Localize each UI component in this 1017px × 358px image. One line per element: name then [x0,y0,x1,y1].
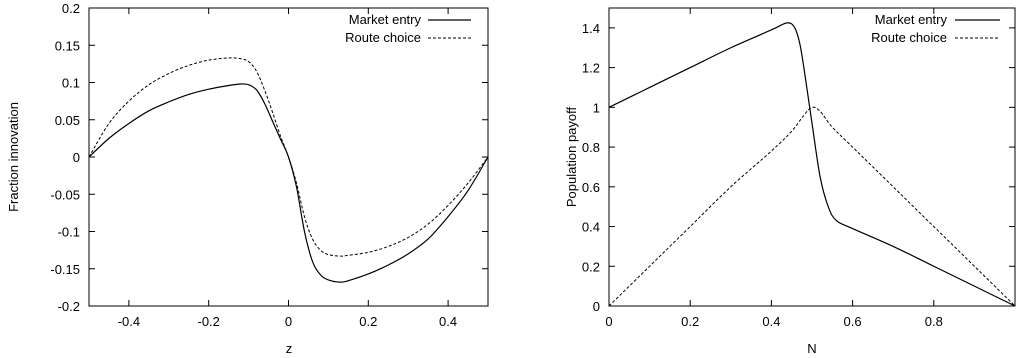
right-x-tick-label: 0.6 [844,314,862,329]
right-legend: Market entry Route choice [871,12,1000,45]
right-x-tick-label: 0.2 [681,314,699,329]
right-y-tick-label: 1 [593,100,600,115]
right-chart: 0 0.2 0.4 0.6 0.8 1 1.2 1.4 0 0.2 0.4 0.6 0.8 N Pop… [564,7,1016,356]
left-y-tick-label: -0.15 [50,262,80,277]
right-y-tick-label: 1.2 [582,61,600,76]
right-x-tick-label: 0 [605,314,612,329]
right-y-tick-label: 0 [593,299,600,314]
left-y-tick-label: -0.05 [50,187,80,202]
right-series [608,22,1016,307]
left-x-tick-label: 0.4 [439,314,457,329]
left-series-route-choice [88,57,489,257]
left-x-axis-label: z [286,341,293,356]
right-series-market-entry [608,22,1016,307]
right-x-tick-label: 0.4 [762,314,780,329]
left-x-tick-label: -0.4 [118,314,140,329]
right-legend-label-route-choice: Route choice [871,30,947,45]
left-y-tick-label: -0.1 [58,225,80,240]
right-y-tick-label: 0.8 [582,140,600,155]
right-series-route-choice [608,106,1016,307]
left-x-ticks: -0.4 -0.2 0 0.2 0.4 [118,8,457,329]
right-x-tick-label: 0.8 [925,314,943,329]
left-y-tick-label: 0.05 [55,113,80,128]
right-x-ticks: 0 0.2 0.4 0.6 0.8 [605,8,943,329]
right-x-axis-label: N [807,341,816,356]
left-x-tick-label: 0 [285,314,292,329]
right-y-tick-label: 0.4 [582,220,600,235]
left-series [88,57,489,283]
left-series-market-entry [88,83,489,283]
left-y-tick-label: 0 [73,150,80,165]
right-y-tick-label: 0.2 [582,259,600,274]
left-x-tick-label: 0.2 [359,314,377,329]
right-y-tick-label: 0.6 [582,180,600,195]
left-y-tick-label: 0.2 [62,1,80,16]
left-y-ticks: -0.2 -0.15 -0.1 -0.05 0 0.05 0.1 0.15 0.2 [50,1,488,314]
right-plot-frame [608,7,1016,307]
left-y-axis-label: Fraction innovation [6,102,21,212]
right-legend-label-market-entry: Market entry [875,12,948,27]
right-y-ticks: 0 0.2 0.4 0.6 0.8 1 1.2 1.4 [582,21,1015,314]
left-y-tick-label: 0.1 [62,76,80,91]
left-legend-label-route-choice: Route choice [345,30,421,45]
left-y-tick-label: -0.2 [58,299,80,314]
right-y-tick-label: 1.4 [582,21,600,36]
left-y-tick-label: 0.15 [55,38,80,53]
left-x-tick-label: -0.2 [197,314,219,329]
left-legend: Market entry Route choice [345,12,471,45]
right-y-axis-label: Population payoff [564,106,579,207]
left-legend-label-market-entry: Market entry [349,12,422,27]
